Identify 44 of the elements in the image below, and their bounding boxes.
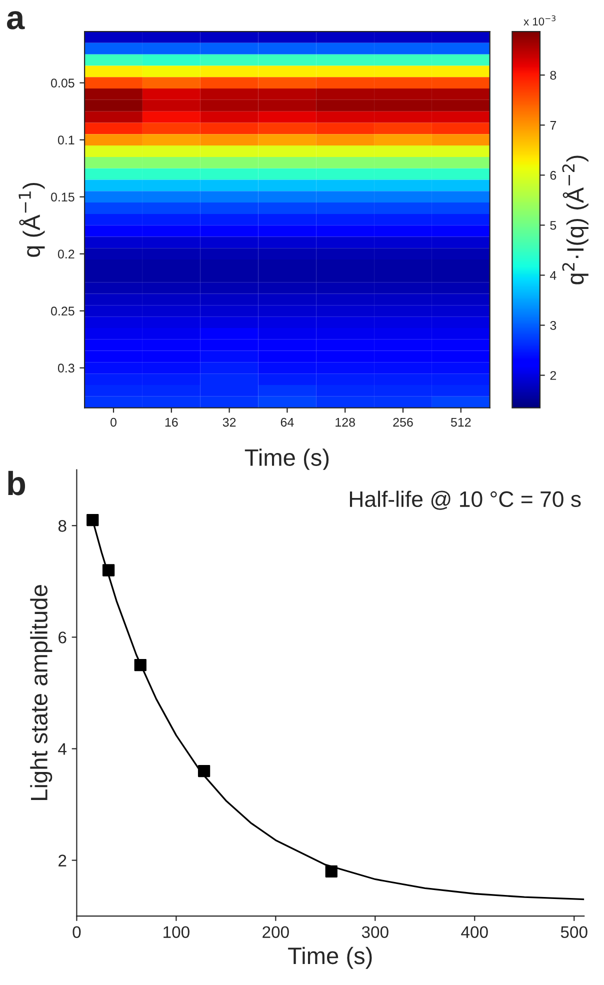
x-tick-label: 64	[280, 418, 294, 427]
point	[325, 865, 338, 878]
y-axis-title: q (Å$^{−1}$)	[18, 182, 45, 257]
color-bar-label: 6	[550, 170, 556, 180]
x-tick-label: 0	[110, 418, 116, 427]
y-tick-label: 6	[58, 632, 66, 644]
text: x 10$^{−3}$	[524, 15, 556, 26]
point	[134, 658, 146, 672]
color-bar-label: 5	[550, 221, 556, 230]
y-tick-label: 8	[58, 520, 66, 532]
x-tick-label: 16	[165, 418, 178, 427]
x-tick-label: 300	[362, 926, 388, 938]
y-axis-title: Light state amplitude	[30, 585, 52, 800]
point	[86, 514, 99, 526]
text: b	[8, 470, 26, 496]
x-tick-label: 200	[262, 926, 289, 938]
x-tick-label: 256	[393, 418, 413, 427]
y-tick-label: 4	[58, 743, 66, 755]
point	[198, 764, 210, 778]
y-tick-label: 0.25	[51, 306, 74, 316]
text: a	[7, 11, 25, 30]
y-tick-label: 0.3	[58, 364, 74, 373]
x-tick-label: 400	[461, 926, 488, 938]
y-tick-label: 0.1	[58, 136, 74, 144]
x-tick-label: 128	[336, 418, 355, 427]
color-bar-label: 2	[550, 371, 556, 380]
color-bar-label: 3	[550, 321, 556, 330]
x-axis-title: Time (s)	[288, 946, 372, 969]
y-tick-label: 0.2	[58, 250, 74, 259]
color-bar-label: 7	[550, 121, 556, 130]
x-tick-label: 512	[450, 418, 471, 427]
x-tick-label: 500	[560, 926, 588, 938]
point	[102, 564, 115, 576]
color-bar-label: 4	[550, 271, 556, 280]
y-tick-label: 0.05	[51, 78, 74, 88]
x-tick-label: 32	[222, 418, 236, 427]
y-tick-label: 2	[58, 854, 66, 866]
x-tick-label: 0	[72, 926, 81, 938]
color-bar-title: q$^{2}$·I(q) (Å$^{−2}$)	[562, 156, 588, 284]
x-axis-title: Time (s)	[244, 448, 329, 471]
color-bar-label: 8	[550, 70, 556, 80]
x-tick-label: 100	[164, 926, 190, 938]
y-tick-label: 0.15	[51, 192, 74, 202]
annotation: Half-life @ 10 °C = 70 s	[350, 490, 581, 510]
